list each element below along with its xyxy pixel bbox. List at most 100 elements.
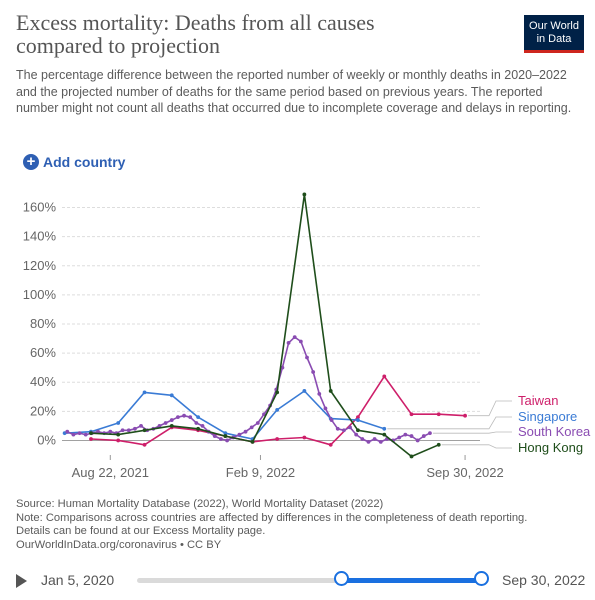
data-point: [323, 406, 328, 411]
data-point: [409, 412, 414, 417]
owid-logo[interactable]: Our World in Data: [524, 15, 584, 53]
data-point: [298, 339, 303, 344]
data-point: [83, 432, 88, 437]
data-point: [126, 428, 131, 433]
logo-line-1: Our World: [529, 20, 579, 32]
data-point: [335, 426, 340, 431]
data-point: [421, 434, 426, 438]
y-tick-label: 100%: [23, 287, 57, 302]
data-point: [328, 442, 333, 447]
legend-connector: [468, 400, 512, 417]
data-point: [212, 434, 217, 438]
legend-connector: [432, 431, 512, 434]
y-tick-label: 80%: [30, 316, 56, 331]
chart-subtitle: The percentage difference between the re…: [16, 68, 572, 115]
legend-connector: [441, 444, 512, 449]
data-point: [409, 454, 414, 459]
timeline-start-handle[interactable]: [334, 571, 349, 586]
legend-label: South Korea: [518, 424, 591, 439]
play-icon[interactable]: [16, 574, 27, 588]
data-point: [305, 355, 309, 360]
data-point: [255, 421, 260, 425]
data-point: [96, 429, 100, 434]
data-point: [356, 418, 360, 422]
data-point: [223, 434, 228, 438]
x-tick-label: Aug 22, 2021: [72, 465, 149, 480]
data-point: [378, 440, 383, 444]
data-point: [182, 413, 186, 418]
data-point: [280, 365, 285, 370]
data-point: [196, 415, 201, 420]
data-point: [65, 429, 70, 434]
y-tick-label: 160%: [23, 200, 57, 215]
license-text: OurWorldInData.org/coronavirus • CC BY: [16, 538, 222, 551]
data-point: [163, 421, 168, 425]
timeline-start-label: Jan 5, 2020: [41, 572, 115, 588]
data-point: [196, 426, 201, 431]
y-tick-label: 40%: [30, 374, 56, 389]
data-point: [250, 440, 255, 444]
data-point: [223, 431, 228, 436]
data-point: [311, 370, 316, 374]
chart-footer: Source: Human Mortality Database (2022),…: [16, 498, 586, 552]
note-text-2: Details can be found at our Excess Morta…: [16, 525, 266, 537]
timeline-selected-range: [342, 578, 482, 583]
data-point: [372, 437, 377, 441]
data-point: [409, 434, 414, 438]
data-point: [157, 423, 162, 428]
legend-label: Taiwan: [518, 393, 558, 408]
add-country-button[interactable]: + Add country: [23, 152, 125, 172]
timeline-track[interactable]: [137, 578, 482, 583]
data-point: [169, 423, 174, 428]
data-point: [262, 412, 266, 417]
data-point: [317, 391, 322, 396]
data-point: [302, 435, 307, 440]
y-tick-label: 0%: [37, 432, 56, 447]
legend-label: Hong Kong: [518, 440, 583, 455]
data-point: [77, 431, 82, 436]
data-point: [428, 431, 432, 436]
data-point: [108, 429, 113, 434]
data-point: [397, 435, 402, 440]
data-point: [354, 432, 359, 437]
y-tick-label: 140%: [23, 229, 57, 244]
data-point: [188, 415, 193, 420]
y-tick-label: 20%: [30, 403, 56, 418]
add-country-label: Add country: [43, 154, 126, 170]
line-chart: 0% 20% 40% 60% 80% 100% 120% 140% 160% Aug 22, 20…: [23, 192, 591, 480]
data-point: [116, 421, 121, 425]
data-point: [436, 412, 441, 417]
data-point: [132, 426, 137, 431]
data-point: [200, 423, 205, 428]
data-point: [275, 407, 280, 412]
timeline: Jan 5, 2020 Sep 30, 2022: [0, 565, 595, 595]
data-point: [89, 437, 93, 441]
data-point: [382, 426, 387, 431]
data-point: [341, 428, 346, 433]
data-point: [225, 438, 229, 443]
data-point: [356, 415, 360, 420]
chart-title: Excess mortality: Deaths from all causes…: [16, 10, 375, 58]
data-point: [139, 423, 143, 428]
data-point: [116, 438, 121, 443]
data-point: [275, 437, 280, 441]
source-text: Source: Human Mortality Database (2022),…: [16, 498, 384, 510]
legend-connector: [387, 416, 512, 430]
data-point: [436, 442, 441, 447]
data-point: [382, 374, 387, 379]
x-tick-label: Feb 9, 2022: [226, 465, 295, 480]
data-point: [169, 393, 174, 398]
data-point: [275, 390, 280, 395]
data-point: [142, 390, 147, 395]
data-point: [403, 432, 408, 437]
data-point: [329, 418, 334, 422]
data-point: [142, 442, 147, 447]
data-point: [194, 421, 199, 425]
data-point: [360, 437, 365, 441]
data-point: [237, 432, 242, 437]
x-tick-label: Sep 30, 2022: [426, 465, 503, 480]
data-point: [463, 413, 467, 418]
y-tick-label: 120%: [23, 258, 57, 273]
timeline-end-handle[interactable]: [474, 571, 489, 586]
data-point: [328, 389, 333, 393]
